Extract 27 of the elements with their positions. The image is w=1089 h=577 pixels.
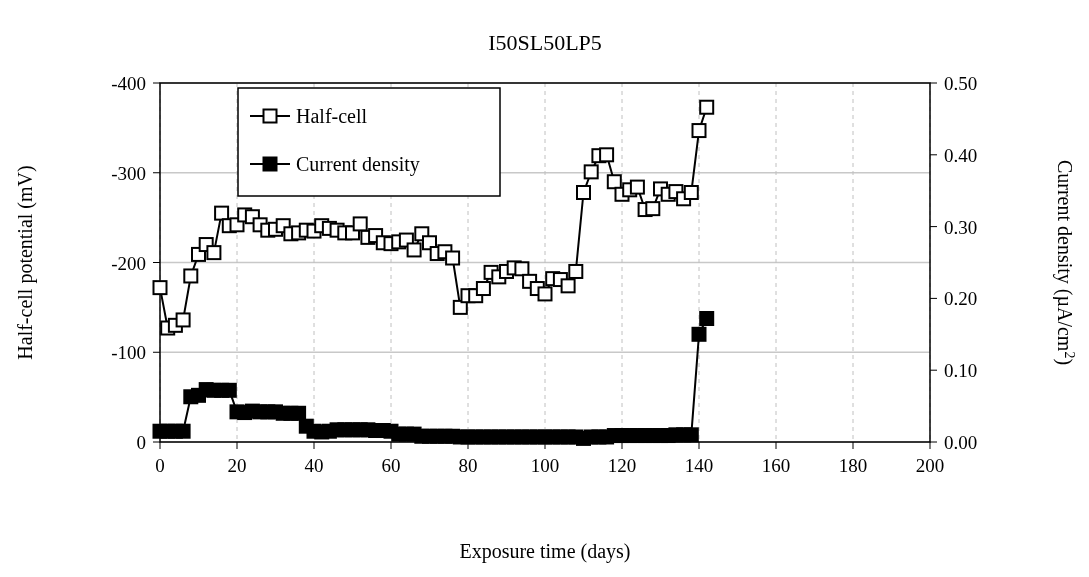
x-tick-label: 0 (155, 455, 165, 476)
x-tick-label: 160 (761, 455, 791, 476)
y2-tick-label: 0.20 (944, 288, 978, 310)
x-tick-label: 60 (381, 455, 401, 476)
x-tick-label: 20 (227, 455, 247, 476)
y-tick-label: 0 (136, 432, 146, 453)
y2-tick-label: 0.50 (944, 73, 978, 94)
x-tick-label: 80 (458, 455, 478, 476)
x-tick-label: 140 (684, 455, 714, 476)
x-tick-label: 200 (915, 455, 945, 476)
y2-tick-label: 0.40 (944, 144, 978, 166)
x-tick-label: 40 (304, 455, 324, 476)
y2-tick-label: 0.10 (944, 360, 978, 382)
y2-tick-label: 0.30 (944, 216, 978, 238)
legend-label: Half-cell (296, 105, 368, 127)
legend-label: Current density (296, 153, 420, 176)
x-tick-label: 100 (530, 455, 560, 476)
y-tick-label: -100 (111, 342, 146, 364)
x-tick-label: 180 (838, 455, 868, 476)
chart-title: I50SL50LP5 (488, 30, 602, 55)
x-axis-title: Exposure time (days) (459, 540, 631, 563)
y-axis-title: Half-cell potential (mV) (14, 165, 37, 360)
y-tick-label: -200 (111, 252, 146, 274)
y-tick-label: -300 (111, 162, 146, 184)
y2-tick-label: 0.00 (944, 432, 978, 453)
y-tick-label: -400 (111, 73, 146, 94)
x-tick-label: 120 (607, 455, 637, 476)
